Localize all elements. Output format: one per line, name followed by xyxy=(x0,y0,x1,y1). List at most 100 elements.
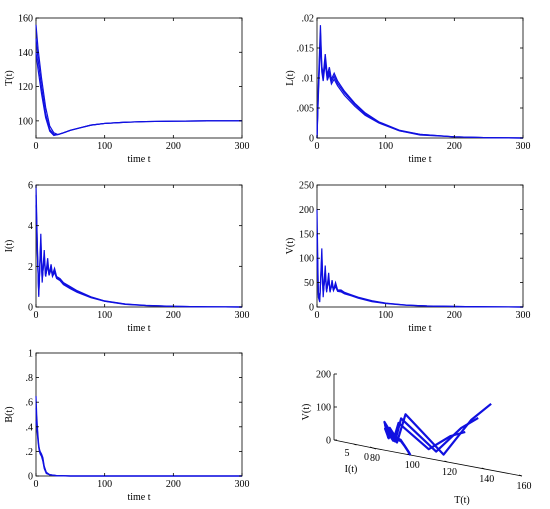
series-line-1 xyxy=(35,24,242,136)
y-tick-label: .8 xyxy=(26,373,34,384)
T-tick-mark xyxy=(444,460,448,463)
series-line-3 xyxy=(316,258,524,308)
x-tick-label: 0 xyxy=(34,310,39,321)
series-line-2 xyxy=(35,408,242,477)
y-axis-label: B(t) xyxy=(4,406,15,422)
T-tick-mark xyxy=(481,467,485,470)
series-line-2 xyxy=(316,233,524,308)
y-tick-label: .02 xyxy=(302,14,315,25)
x-axis-label: time t xyxy=(127,323,150,334)
series-line-2 xyxy=(316,32,524,139)
x-tick-label: 300 xyxy=(235,310,250,321)
series-line-3 xyxy=(316,41,524,139)
x-tick-label: 100 xyxy=(97,141,112,152)
y-tick-label: 250 xyxy=(299,181,314,192)
series-line-3 xyxy=(35,205,243,308)
I-tick-mark xyxy=(372,447,377,450)
y-tick-label: 6 xyxy=(28,181,33,192)
plot-frame xyxy=(316,184,524,308)
x-tick-label: 100 xyxy=(378,141,393,152)
x-tick-label: 0 xyxy=(315,141,320,152)
series-line-2 xyxy=(35,195,243,308)
T-tick-label: 100 xyxy=(405,460,420,471)
y-tick-label: 0 xyxy=(309,134,314,145)
I-tick-label: 5 xyxy=(345,448,350,459)
T-tick-mark xyxy=(518,474,523,477)
I-tick-mark xyxy=(353,443,357,446)
x-tick-label: 0 xyxy=(34,479,39,490)
V-tick-label: 100 xyxy=(316,403,331,414)
series-line-1 xyxy=(316,209,524,308)
T-axis-label: T(t) xyxy=(454,495,470,506)
x-tick-label: 300 xyxy=(516,141,531,152)
I-axis-label: I(t) xyxy=(345,464,358,475)
y-tick-label: 1 xyxy=(28,349,33,360)
series-line-1 xyxy=(316,25,524,139)
x-tick-label: 300 xyxy=(235,141,250,152)
x-tick-label: 200 xyxy=(166,310,181,321)
y-tick-label: 0 xyxy=(28,303,33,314)
x-axis-label: time t xyxy=(408,323,431,334)
y-tick-label: .005 xyxy=(297,104,315,115)
y-axis-label: V(t) xyxy=(285,238,296,255)
series-line-1 xyxy=(35,184,243,308)
x-tick-label: 200 xyxy=(166,479,181,490)
y-tick-label: 150 xyxy=(299,229,314,240)
y-tick-label: 4 xyxy=(28,221,33,232)
y-tick-label: .2 xyxy=(26,447,34,458)
x-axis-label: time t xyxy=(127,154,150,165)
T-tick-label: 140 xyxy=(479,474,494,485)
y-tick-label: 140 xyxy=(18,48,33,59)
x-tick-label: 0 xyxy=(315,310,320,321)
T-tick-mark xyxy=(369,446,374,449)
plot-frame xyxy=(316,17,524,139)
y-tick-label: .01 xyxy=(302,74,315,85)
series-line-3 xyxy=(35,420,242,477)
y-tick-label: 200 xyxy=(299,205,314,216)
x-tick-label: 200 xyxy=(447,310,462,321)
y-tick-label: 100 xyxy=(299,254,314,265)
series-line-3 xyxy=(35,52,242,137)
y-tick-label: .4 xyxy=(26,422,34,433)
chart-T: 0 100 200 300 100 120 140 160 time t T(t) xyxy=(4,14,250,166)
chart-V: 0 100 200 300 0 50 100 150 200 250 time t V(t) xyxy=(285,181,531,335)
chart-L: 0 100 200 300 0 .005 .01 .015 .02 time t L(t) xyxy=(285,14,531,166)
y-tick-label: 120 xyxy=(18,82,33,93)
T-tick-label: 120 xyxy=(442,467,457,478)
x-tick-label: 300 xyxy=(235,479,250,490)
y-tick-label: .6 xyxy=(26,398,34,409)
V-tick-label: 0 xyxy=(326,436,331,447)
y-axis-label: I(t) xyxy=(4,240,15,253)
plot-frame xyxy=(35,17,243,139)
chart-B: 0 100 200 300 0 .2 .4 .6 .8 1 time t B(t) xyxy=(4,349,250,504)
x-axis-label: time t xyxy=(408,154,431,165)
T-tick-label: 160 xyxy=(517,481,532,492)
I-tick-label: 0 xyxy=(364,452,369,463)
V-tick-label: 200 xyxy=(316,370,331,381)
V-axis-label: V(t) xyxy=(301,404,312,421)
y-tick-label: 2 xyxy=(28,262,33,273)
y-axis-label: T(t) xyxy=(4,70,15,86)
trajectory-3 xyxy=(383,421,466,456)
plot-frame xyxy=(35,352,243,477)
y-tick-label: 50 xyxy=(304,278,314,289)
x-tick-label: 100 xyxy=(97,310,112,321)
x-axis-label: time t xyxy=(127,492,150,503)
x-tick-label: 100 xyxy=(97,479,112,490)
y-tick-label: 100 xyxy=(18,116,33,127)
y-axis-label: L(t) xyxy=(285,70,296,86)
x-tick-label: 200 xyxy=(166,141,181,152)
y-tick-label: 0 xyxy=(309,303,314,314)
x-tick-label: 0 xyxy=(34,141,39,152)
chart-I: 0 100 200 300 0 2 4 6 time t I(t) xyxy=(4,181,250,335)
plot-frame xyxy=(35,184,243,308)
x-tick-label: 100 xyxy=(378,310,393,321)
trajectory-1 xyxy=(383,402,492,456)
x-tick-label: 300 xyxy=(516,310,531,321)
series-line-2 xyxy=(35,38,242,136)
series-line-1 xyxy=(35,396,242,477)
y-tick-label: 0 xyxy=(28,472,33,483)
y-tick-label: .015 xyxy=(297,44,315,55)
